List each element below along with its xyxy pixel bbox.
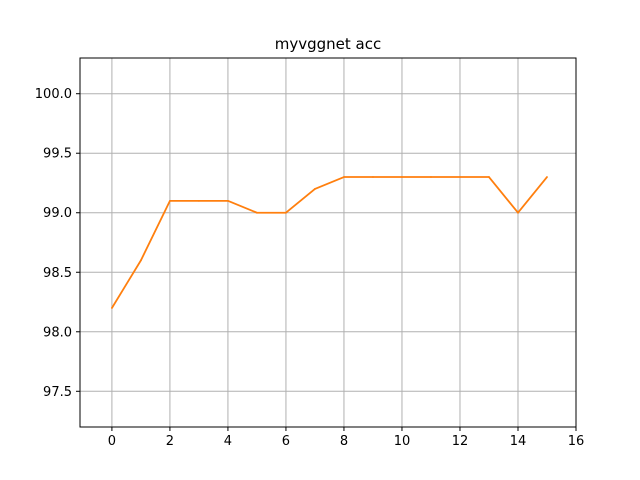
grid bbox=[80, 58, 577, 427]
x-axis: 0 2 4 6 8 10 12 14 16 bbox=[108, 427, 585, 449]
data-point bbox=[430, 176, 432, 178]
series-group bbox=[111, 176, 548, 309]
chart-title: myvggnet acc bbox=[275, 35, 381, 53]
y-axis: 97.5 98.0 98.5 99.0 99.5 100.0 bbox=[35, 87, 80, 400]
x-tick-label: 6 bbox=[282, 434, 290, 449]
x-tick-label: 4 bbox=[224, 434, 232, 449]
data-point bbox=[401, 176, 403, 178]
x-tick-label: 16 bbox=[568, 434, 585, 449]
data-point bbox=[111, 307, 113, 309]
data-point bbox=[227, 199, 229, 202]
data-point bbox=[314, 188, 316, 190]
x-tick-label: 2 bbox=[166, 434, 174, 449]
data-point bbox=[517, 211, 519, 214]
x-tick-label: 14 bbox=[510, 434, 527, 449]
data-point bbox=[343, 176, 345, 178]
y-tick-label: 98.5 bbox=[43, 266, 72, 281]
data-point bbox=[372, 176, 374, 178]
data-point bbox=[256, 211, 258, 214]
axes-frame bbox=[79, 57, 577, 428]
y-tick-label: 99.5 bbox=[43, 147, 72, 162]
data-point bbox=[546, 176, 548, 178]
series-line bbox=[111, 176, 548, 309]
x-tick-label: 10 bbox=[394, 434, 411, 449]
data-point bbox=[140, 259, 142, 262]
y-tick-label: 100.0 bbox=[35, 87, 72, 102]
data-point bbox=[285, 211, 287, 214]
data-point bbox=[488, 176, 490, 178]
data-point bbox=[459, 176, 461, 178]
y-tick-label: 98.0 bbox=[43, 325, 72, 340]
x-tick-label: 12 bbox=[452, 434, 469, 449]
data-point bbox=[198, 199, 200, 202]
x-tick-label: 0 bbox=[108, 434, 116, 449]
data-point bbox=[169, 199, 171, 202]
y-tick-label: 99.0 bbox=[43, 206, 72, 221]
y-tick-label: 97.5 bbox=[43, 385, 72, 400]
x-tick-label: 8 bbox=[340, 434, 348, 449]
